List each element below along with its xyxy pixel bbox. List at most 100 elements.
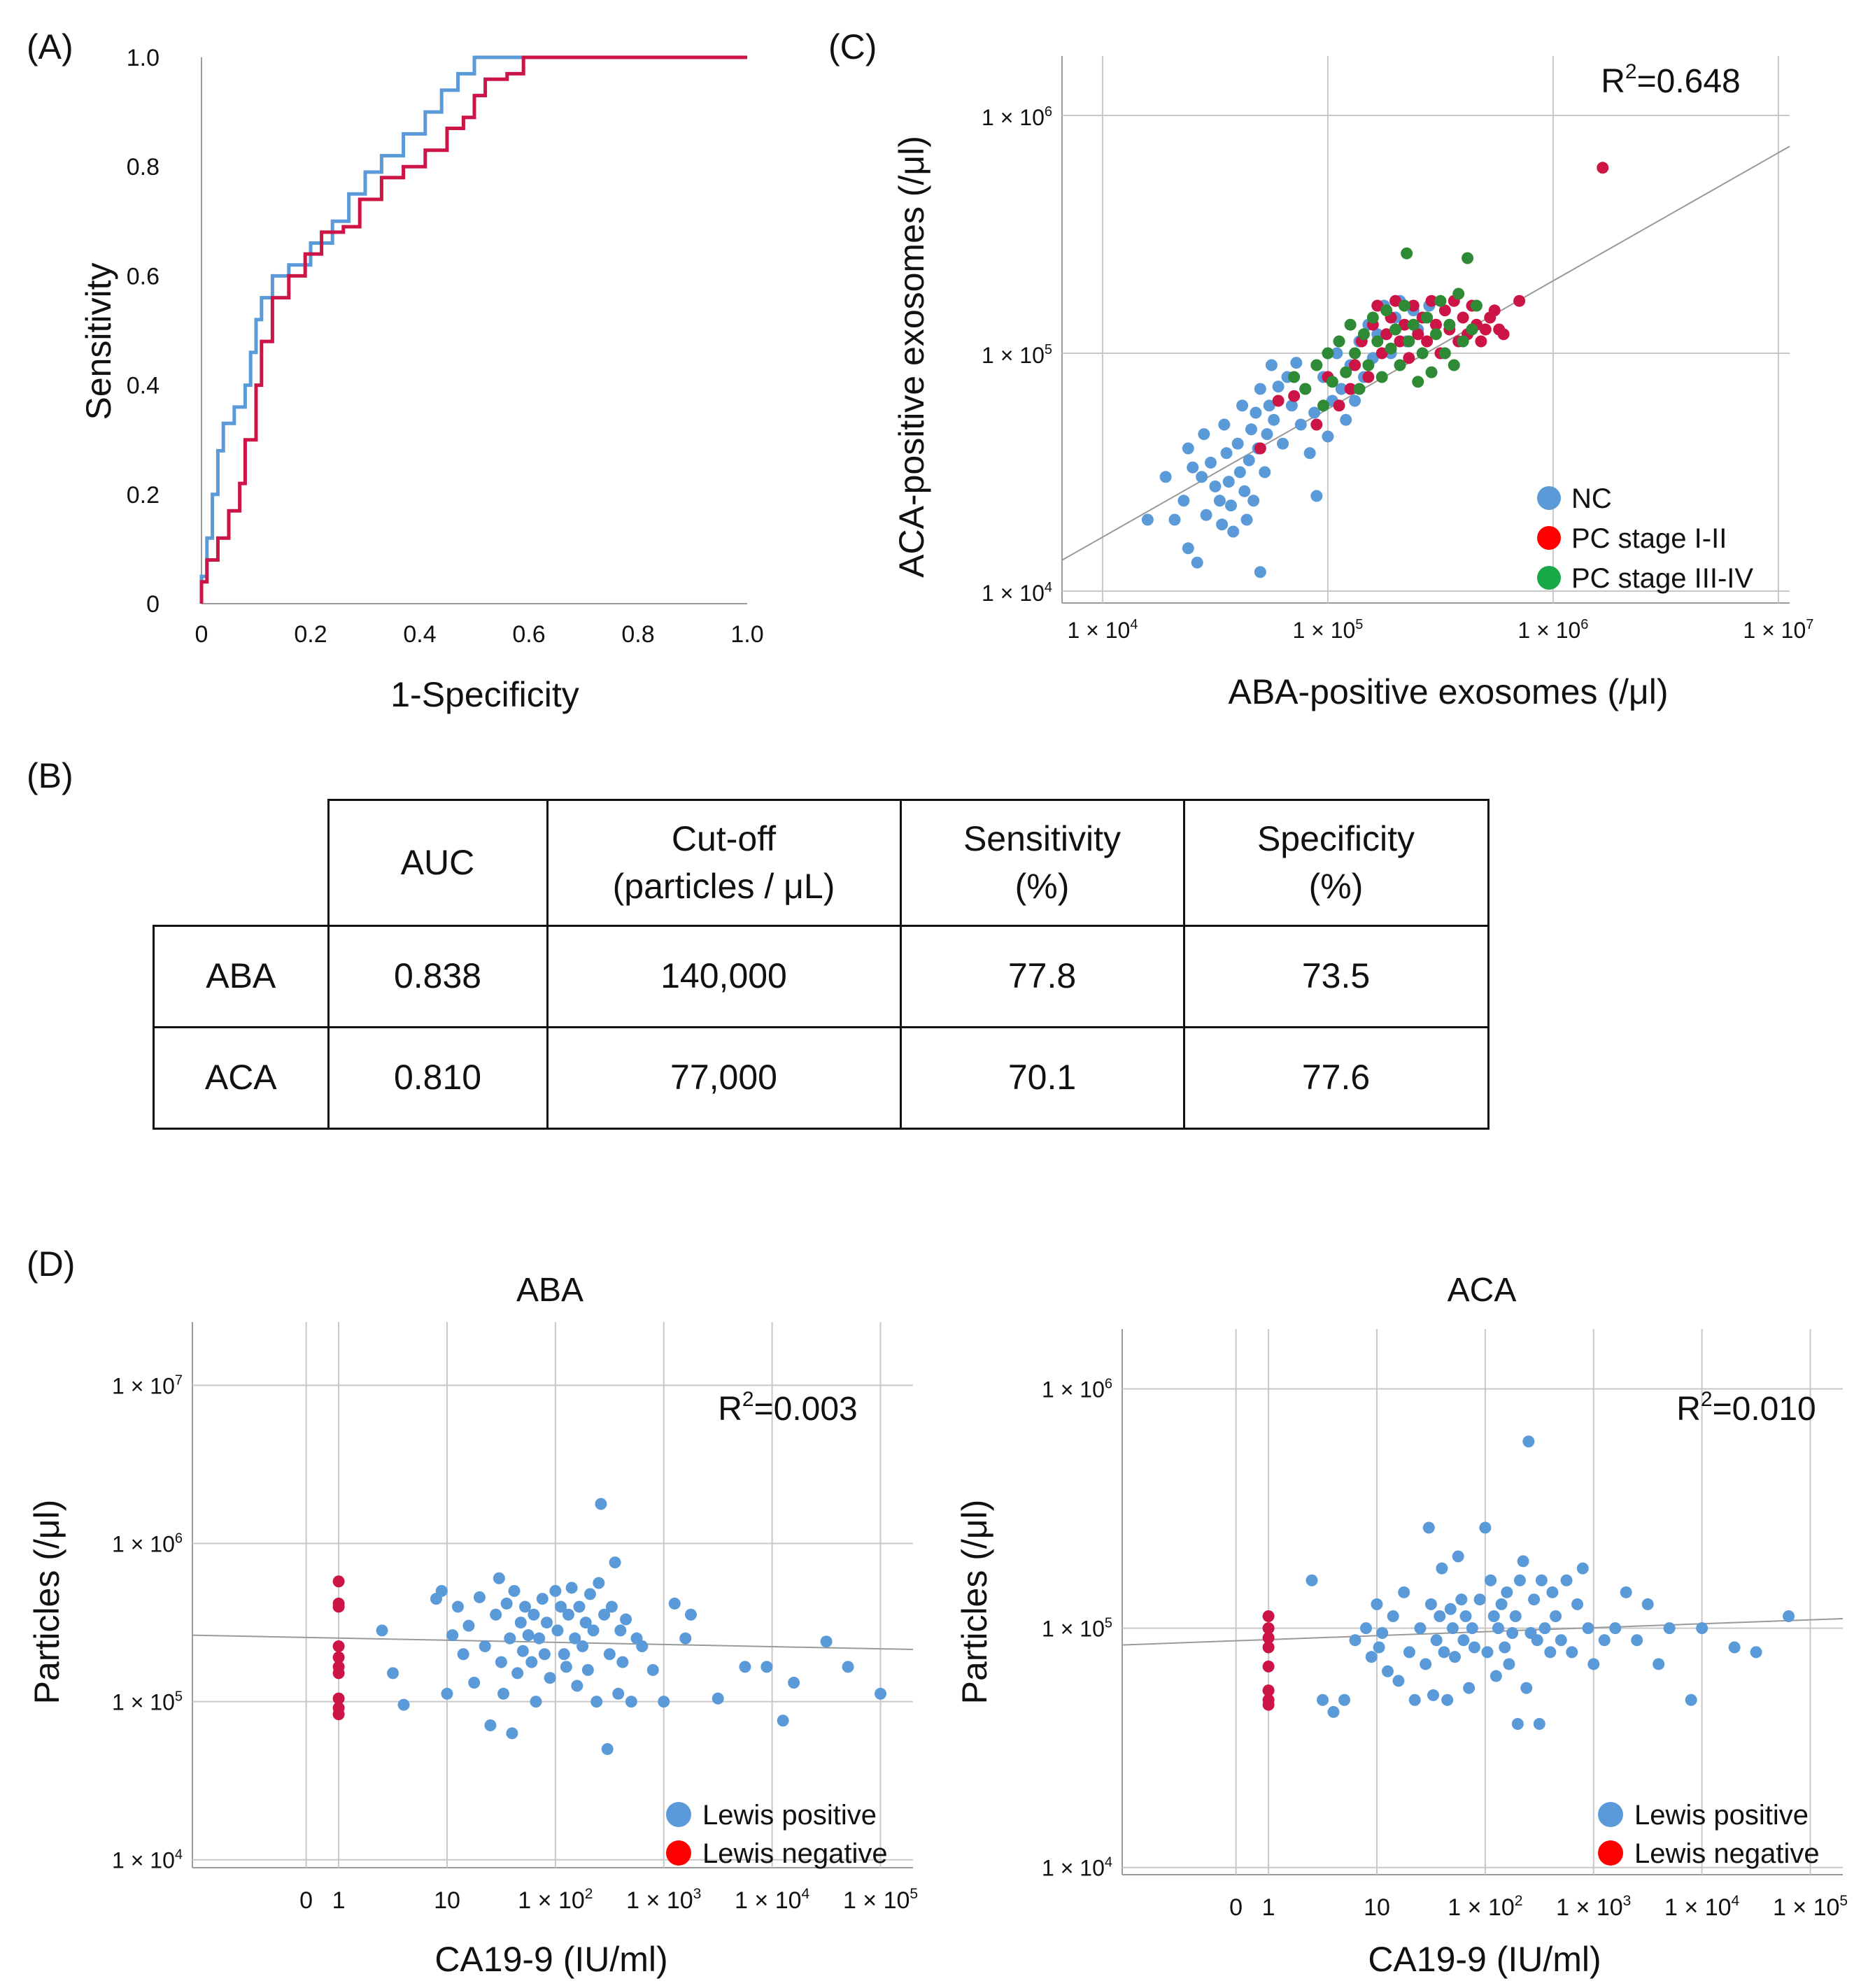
scatter-d-point <box>1571 1598 1584 1610</box>
scatter-c-point <box>1310 359 1323 371</box>
scatter-d-point <box>1446 1622 1459 1635</box>
scatter-d-point <box>593 1577 605 1589</box>
scatter-d-point <box>1609 1622 1622 1635</box>
scatter-d-point <box>1522 1435 1535 1448</box>
scatter-d-point <box>565 1582 578 1594</box>
scatter-d-point <box>1531 1634 1543 1647</box>
scatter-c-point <box>1366 311 1379 324</box>
roc-x-tick-label: 0.6 <box>512 621 545 648</box>
scatter-c-point <box>1231 437 1244 450</box>
scatter-d-point <box>1371 1598 1383 1610</box>
scatter-c-point <box>1335 383 1347 395</box>
scatter-d-point <box>625 1696 637 1708</box>
scatter-c-point <box>1462 252 1474 264</box>
roc-chart: 0 0.2 0.4 0.6 0.8 1.0 0 0.2 0.4 0.6 0.8 1.0 1-Speci… <box>79 45 764 714</box>
scatter-c-point <box>1429 318 1442 331</box>
table-cell-cutoff: 77,000 <box>546 1026 902 1130</box>
scatter-c-point <box>1448 359 1460 371</box>
scatter-c-point <box>1438 304 1451 317</box>
scatter-c-point <box>1380 304 1393 317</box>
scatter-d-point <box>820 1635 833 1648</box>
roc-x-tick-label: 0 <box>195 621 208 648</box>
scatter-d-point <box>1535 1574 1548 1586</box>
scatter-d-point <box>1349 1634 1361 1647</box>
scatter-d-point <box>875 1687 887 1700</box>
scatter-c-legend-marker <box>1537 486 1561 510</box>
table-cell-auc: 0.838 <box>327 925 549 1028</box>
scatter-c-point <box>1250 406 1262 419</box>
scatter-c-point <box>1245 423 1257 436</box>
scatter-d-point <box>462 1619 475 1632</box>
scatter-d-point <box>1550 1610 1562 1623</box>
scatter-d-point <box>1506 1626 1519 1639</box>
scatter-c-point <box>1479 323 1492 336</box>
scatter-d-point <box>1509 1610 1522 1623</box>
scatter-d-point <box>684 1608 697 1621</box>
table-cell-cutoff: 140,000 <box>546 925 902 1028</box>
scatter-d-point <box>1317 1694 1329 1706</box>
scatter-c-point <box>1349 395 1361 407</box>
scatter-d-y-tick-label: 1 × 106 <box>112 1531 183 1557</box>
scatter-d-point <box>579 1617 592 1629</box>
scatter-c-point <box>1322 347 1334 360</box>
scatter-d-point <box>1398 1586 1410 1598</box>
scatter-d-x-tick-label: 1 × 105 <box>1773 1893 1848 1921</box>
scatter-d-point <box>1653 1658 1665 1670</box>
scatter-d-point <box>332 1600 345 1613</box>
scatter-d-point <box>1387 1610 1399 1623</box>
scatter-d-point <box>1306 1574 1318 1586</box>
scatter-d-left-r2: R2=0.003 <box>718 1388 858 1428</box>
scatter-c-point <box>1222 476 1235 488</box>
scatter-d-point <box>609 1556 621 1569</box>
scatter-c-legend-label: PC stage I-II <box>1571 523 1727 554</box>
scatter-c-point <box>1310 418 1323 431</box>
scatter-c-point <box>1220 447 1233 460</box>
scatter-c-point <box>1466 323 1478 336</box>
scatter-c-point <box>1425 294 1438 307</box>
scatter-d-point <box>332 1575 345 1588</box>
scatter-d-point <box>1538 1622 1551 1635</box>
scatter-d-point <box>1685 1694 1697 1706</box>
scatter-d-point <box>506 1727 518 1740</box>
scatter-d-point <box>1783 1610 1795 1623</box>
scatter-c-x-axis-label: ABA-positive exosomes (/μl) <box>1228 672 1668 711</box>
scatter-d-point <box>1620 1586 1632 1598</box>
scatter-c-point <box>1288 371 1301 383</box>
scatter-d-point <box>549 1584 562 1597</box>
scatter-d-point <box>1376 1626 1389 1639</box>
scatter-d-point <box>1485 1574 1497 1586</box>
scatter-c-point <box>1375 347 1388 360</box>
scatter-c-point <box>1236 399 1249 412</box>
scatter-c-point <box>1416 347 1429 360</box>
scatter-c-point <box>1317 399 1329 412</box>
scatter-d-y-tick-label: 1 × 104 <box>112 1847 183 1873</box>
scatter-c-point <box>1265 359 1278 371</box>
scatter-d-point <box>1262 1622 1275 1635</box>
scatter-c-point <box>1285 399 1298 412</box>
scatter-d-y-tick-label: 1 × 105 <box>112 1689 183 1715</box>
scatter-d-point <box>544 1672 556 1684</box>
scatter-c-point <box>1213 495 1226 507</box>
scatter-d-point <box>1449 1651 1462 1663</box>
scatter-d-point <box>500 1597 513 1610</box>
scatter-c-point <box>1141 513 1154 526</box>
table-cell-specificity: 73.5 <box>1182 925 1490 1028</box>
scatter-d-point <box>457 1648 469 1661</box>
scatter-c-y-tick-label: 1 × 104 <box>982 580 1052 606</box>
scatter-c-point <box>1457 335 1469 348</box>
table-cell-auc: 0.810 <box>327 1026 549 1130</box>
scatter-d-point <box>525 1656 538 1668</box>
scatter-c-y-axis-label: ACA-positive exosomes (/μl) <box>892 136 931 578</box>
scatter-c-point <box>1349 347 1361 360</box>
scatter-c-point <box>1513 294 1526 307</box>
scatter-d-point <box>538 1648 551 1661</box>
scatter-c-point <box>1177 495 1190 507</box>
panel-label-c: (C) <box>828 27 877 66</box>
scatter-d-point <box>760 1661 773 1673</box>
scatter-d-point <box>1459 1610 1472 1623</box>
scatter-d-point <box>1631 1634 1643 1647</box>
scatter-c-point <box>1240 513 1253 526</box>
scatter-c-point <box>1303 447 1316 460</box>
scatter-d-point <box>1466 1622 1478 1635</box>
scatter-d-point <box>1528 1593 1541 1606</box>
